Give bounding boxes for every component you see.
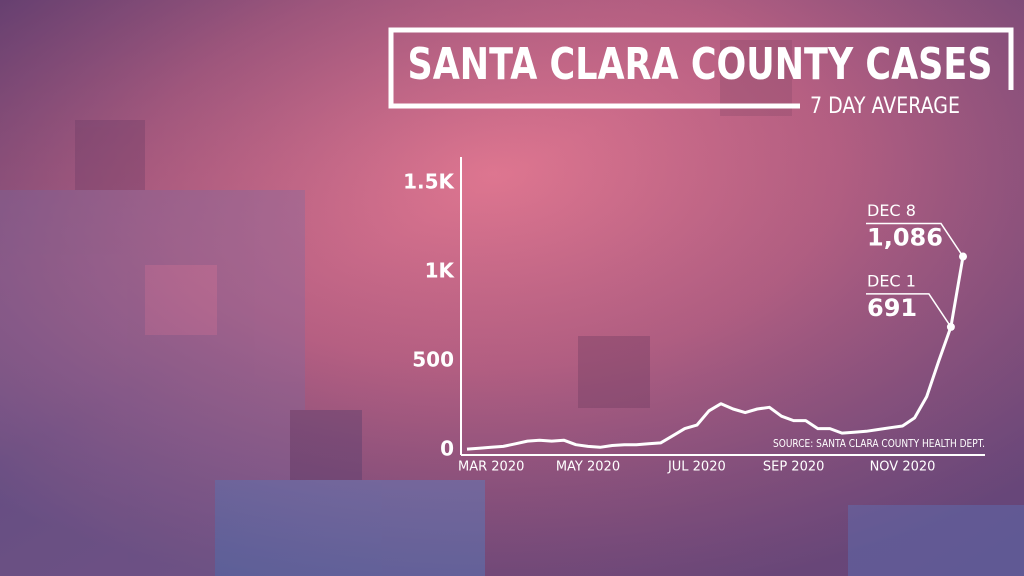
x-tick-label: MAY 2020 [556, 460, 620, 475]
title-frame [388, 27, 1014, 109]
data-line [466, 256, 965, 451]
y-tick-label: 1K [425, 258, 456, 282]
chart-subtitle: 7 DAY AVERAGE [810, 94, 960, 119]
x-tick-label: JUL 2020 [667, 460, 726, 475]
x-tick-label: NOV 2020 [870, 460, 936, 475]
callout-point [946, 322, 955, 331]
callout-date: DEC 1 [867, 271, 916, 290]
x-tick-label: MAR 2020 [458, 460, 524, 475]
callout-value: 1,086 [867, 224, 943, 252]
source-note: SOURCE: SANTA CLARA COUNTY HEALTH DEPT. [773, 437, 985, 450]
x-tick-label: SEP 2020 [763, 460, 825, 475]
callout-value: 691 [867, 294, 917, 322]
callout-date: DEC 8 [867, 201, 916, 220]
y-tick-label: 1.5K [403, 169, 455, 193]
callout-point [959, 252, 967, 261]
y-tick-label: 0 [440, 437, 454, 461]
y-tick-label: 500 [412, 347, 454, 371]
chart-title: SANTA CLARA COUNTY CASES [408, 39, 993, 90]
callout-line [866, 293, 952, 328]
decor [0, 40, 1024, 576]
callout-line [866, 222, 964, 257]
